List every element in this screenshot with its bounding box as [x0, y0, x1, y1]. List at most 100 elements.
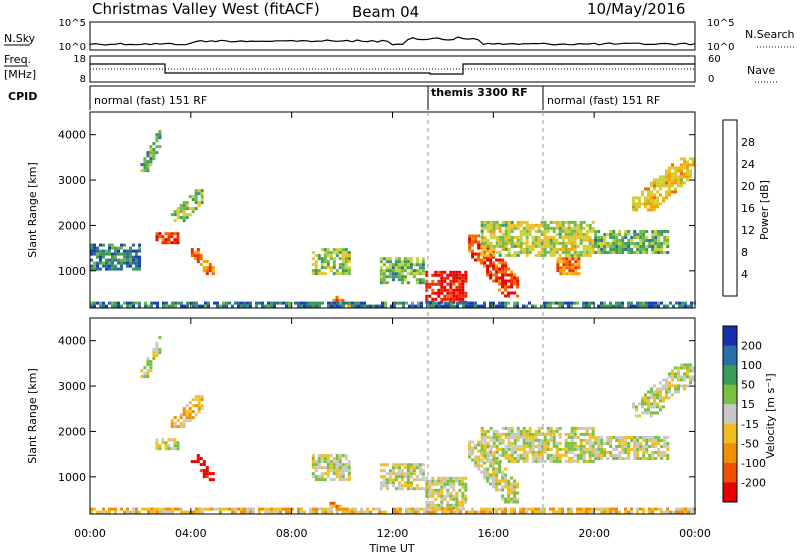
- data-cell: [635, 414, 638, 418]
- data-cell: [486, 510, 489, 514]
- data-cell: [689, 169, 692, 173]
- data-cell: [534, 444, 538, 448]
- data-cell: [651, 451, 655, 454]
- y-tick-label: 2000: [58, 425, 86, 438]
- data-cell: [498, 461, 502, 465]
- data-cell: [674, 390, 677, 394]
- data-cell: [412, 272, 416, 276]
- data-cell: [285, 304, 288, 308]
- data-cell: [492, 461, 496, 465]
- data-cell: [558, 507, 561, 511]
- data-cell: [555, 238, 559, 242]
- data-cell: [570, 232, 574, 236]
- data-cell: [600, 242, 604, 245]
- data-cell: [674, 169, 677, 173]
- data-cell: [690, 510, 693, 514]
- data-cell: [597, 457, 601, 460]
- data-cell: [96, 252, 99, 256]
- colorbar-tick-label: -200: [741, 476, 766, 489]
- data-cell: [317, 257, 321, 261]
- data-cell: [504, 261, 508, 265]
- data-cell: [576, 453, 580, 457]
- data-cell: [549, 429, 553, 433]
- data-cell: [492, 464, 496, 468]
- data-cell: [600, 245, 604, 248]
- data-cell: [437, 294, 441, 298]
- data-cell: [495, 276, 499, 280]
- data-cell: [648, 239, 652, 242]
- data-cell: [428, 282, 432, 286]
- data-cell: [455, 500, 459, 504]
- data-cell: [185, 207, 189, 211]
- data-cell: [318, 304, 321, 308]
- data-cell: [222, 301, 225, 305]
- data-cell: [267, 301, 270, 305]
- data-cell: [474, 234, 478, 238]
- data-cell: [431, 288, 435, 292]
- data-cell: [588, 444, 592, 448]
- data-cell: [671, 181, 674, 185]
- data-cell: [531, 235, 535, 239]
- data-cell: [90, 510, 93, 514]
- data-cell: [153, 510, 156, 514]
- data-cell: [425, 285, 429, 289]
- data-cell: [603, 236, 607, 239]
- data-cell: [665, 390, 668, 394]
- data-cell: [403, 257, 407, 261]
- data-cell: [135, 301, 138, 305]
- data-cell: [329, 504, 333, 508]
- data-cell: [483, 255, 487, 259]
- data-cell: [123, 261, 126, 265]
- data-cell: [406, 281, 410, 285]
- data-cell: [204, 507, 207, 511]
- data-cell: [663, 242, 667, 245]
- data-cell: [537, 238, 541, 242]
- data-cell: [329, 269, 333, 273]
- data-cell: [99, 243, 102, 247]
- data-cell: [636, 448, 640, 451]
- data-cell: [406, 263, 410, 267]
- data-cell: [680, 175, 683, 179]
- data-cell: [627, 451, 631, 454]
- data-cell: [630, 436, 634, 439]
- data-cell: [579, 507, 582, 511]
- data-cell: [577, 257, 581, 261]
- data-cell: [320, 272, 324, 276]
- data-cell: [579, 456, 583, 460]
- data-cell: [471, 452, 475, 456]
- data-cell: [282, 301, 285, 305]
- data-cell: [678, 301, 681, 305]
- data-cell: [635, 196, 638, 200]
- data-cell: [155, 232, 159, 236]
- data-cell: [338, 248, 342, 252]
- data-cell: [155, 354, 159, 358]
- data-cell: [452, 300, 456, 304]
- data-cell: [683, 172, 686, 176]
- data-cell: [117, 252, 120, 256]
- data-cell: [495, 461, 499, 465]
- data-cell: [540, 241, 544, 245]
- data-cell: [648, 454, 652, 457]
- data-cell: [303, 301, 306, 305]
- data-cell: [120, 304, 123, 308]
- data-cell: [690, 304, 693, 308]
- data-cell: [525, 247, 529, 251]
- data-cell: [480, 235, 484, 239]
- data-cell: [397, 475, 401, 479]
- data-cell: [501, 485, 505, 489]
- data-cell: [645, 301, 648, 305]
- data-cell: [692, 378, 695, 382]
- data-cell: [630, 448, 634, 451]
- data-cell: [332, 457, 336, 461]
- data-cell: [449, 270, 453, 274]
- data-cell: [653, 178, 656, 182]
- data-cell: [344, 457, 348, 461]
- data-cell: [537, 223, 541, 227]
- data-cell: [510, 223, 514, 227]
- data-cell: [597, 304, 600, 308]
- data-cell: [474, 443, 478, 447]
- data-cell: [314, 463, 318, 467]
- data-cell: [464, 273, 468, 277]
- y-tick-label: 4000: [58, 335, 86, 348]
- data-cell: [437, 488, 441, 492]
